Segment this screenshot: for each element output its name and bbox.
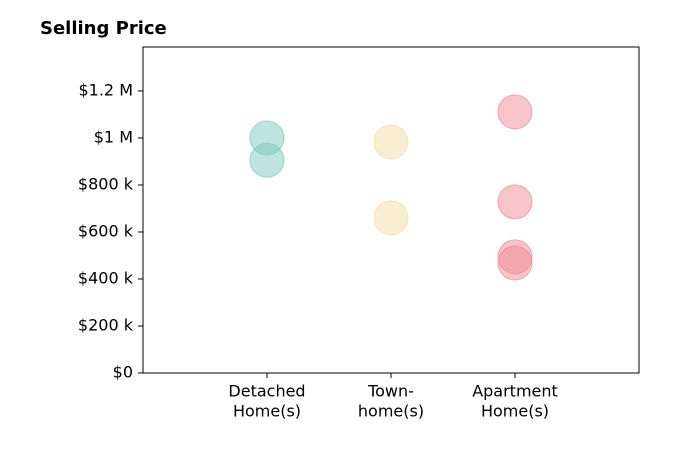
x-tick-label: home(s) (358, 402, 424, 421)
y-tick-label: $400 k (78, 268, 134, 287)
point (373, 124, 409, 160)
x-tick-label: Detached (228, 382, 305, 401)
y-tick-label: $1.2 M (78, 80, 133, 99)
x-tick-label: Home(s) (233, 402, 301, 421)
point (497, 94, 533, 130)
y-tick-label: $800 k (78, 174, 134, 193)
point (373, 200, 409, 236)
x-tick-label: Apartment (472, 382, 558, 401)
point (497, 245, 533, 281)
y-tick-label: $1 M (94, 127, 133, 146)
x-tick-label: Home(s) (481, 402, 549, 421)
x-tick-label: Town- (367, 382, 414, 401)
y-tick-label: $200 k (78, 315, 134, 334)
y-tick-label: $600 k (78, 221, 134, 240)
chart-title: Selling Price (40, 18, 167, 39)
y-tick-label: $0 (113, 363, 133, 382)
point (497, 184, 533, 220)
point (249, 142, 285, 178)
